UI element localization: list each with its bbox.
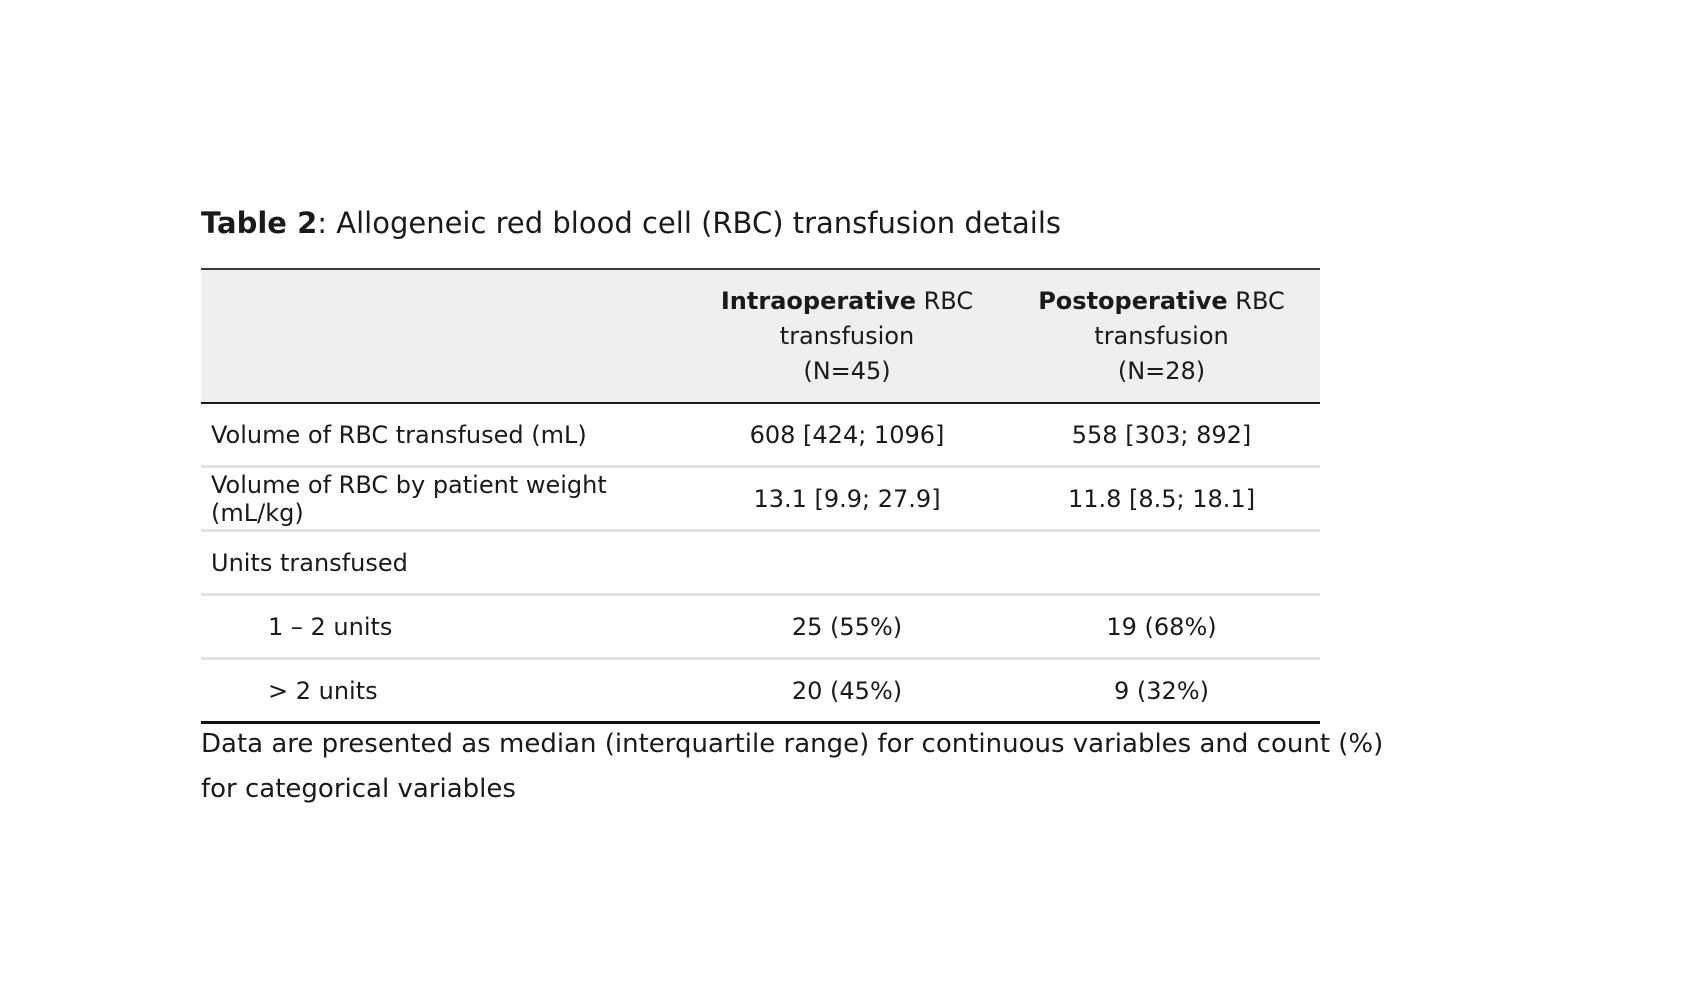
row-intraoperative-value: 13.1 [9.9; 27.9]: [691, 466, 1003, 532]
table-row: 1 – 2 units 25 (55%) 19 (68%): [201, 594, 1320, 660]
row-label: 1 – 2 units: [201, 594, 691, 660]
table-body: Volume of RBC transfused (mL) 608 [424; …: [201, 403, 1320, 724]
transfusion-table: Intraoperative RBC transfusion (N=45) Po…: [201, 268, 1320, 724]
table-footnote: Data are presented as median (interquart…: [201, 729, 1384, 804]
row-postoperative-value: 9 (32%): [1003, 658, 1320, 724]
row-label: Volume of RBC transfused (mL): [201, 403, 691, 468]
row-postoperative-value: 19 (68%): [1003, 594, 1320, 660]
table-caption-label: Table 2: [201, 206, 318, 240]
row-postoperative-value: 11.8 [8.5; 18.1]: [1003, 466, 1320, 532]
header-postoperative-line1: Postoperative RBC: [1003, 284, 1320, 319]
header-postoperative-line3: (N=28): [1117, 357, 1206, 385]
header-postoperative-rest: RBC: [1227, 287, 1285, 315]
header-intraoperative-line3: (N=45): [803, 357, 891, 385]
row-intraoperative-value: 20 (45%): [691, 658, 1003, 724]
row-label: Units transfused: [201, 530, 691, 596]
header-cell-postoperative: Postoperative RBC transfusion (N=28): [1003, 268, 1320, 404]
row-intraoperative-value: 25 (55%): [691, 594, 1003, 660]
table-row: Volume of RBC by patient weight (mL/kg) …: [201, 466, 1320, 532]
table-header: Intraoperative RBC transfusion (N=45) Po…: [201, 268, 1320, 404]
header-row: Intraoperative RBC transfusion (N=45) Po…: [201, 268, 1320, 404]
table-row: Units transfused: [201, 530, 1320, 596]
header-intraoperative-rest: RBC: [916, 287, 974, 315]
header-postoperative-line2: transfusion: [1094, 322, 1229, 350]
header-intraoperative-bold: Intraoperative: [720, 287, 916, 315]
header-intraoperative-line1: Intraoperative RBC: [691, 284, 1003, 319]
row-label: > 2 units: [201, 658, 691, 724]
row-intraoperative-value: [691, 530, 1003, 596]
table-caption: Table 2: Allogeneic red blood cell (RBC)…: [201, 204, 1061, 242]
row-postoperative-value: [1003, 530, 1320, 596]
table-row: > 2 units 20 (45%) 9 (32%): [201, 658, 1320, 724]
header-cell-intraoperative: Intraoperative RBC transfusion (N=45): [691, 268, 1003, 404]
header-postoperative-bold: Postoperative: [1038, 287, 1228, 315]
row-label: Volume of RBC by patient weight (mL/kg): [201, 466, 691, 532]
header-cell-empty: [201, 268, 691, 404]
table-caption-text: : Allogeneic red blood cell (RBC) transf…: [317, 206, 1061, 240]
row-postoperative-value: 558 [303; 892]: [1003, 403, 1320, 468]
header-intraoperative-line2: transfusion: [779, 322, 915, 350]
table-row: Volume of RBC transfused (mL) 608 [424; …: [201, 403, 1320, 468]
row-intraoperative-value: 608 [424; 1096]: [691, 403, 1003, 468]
